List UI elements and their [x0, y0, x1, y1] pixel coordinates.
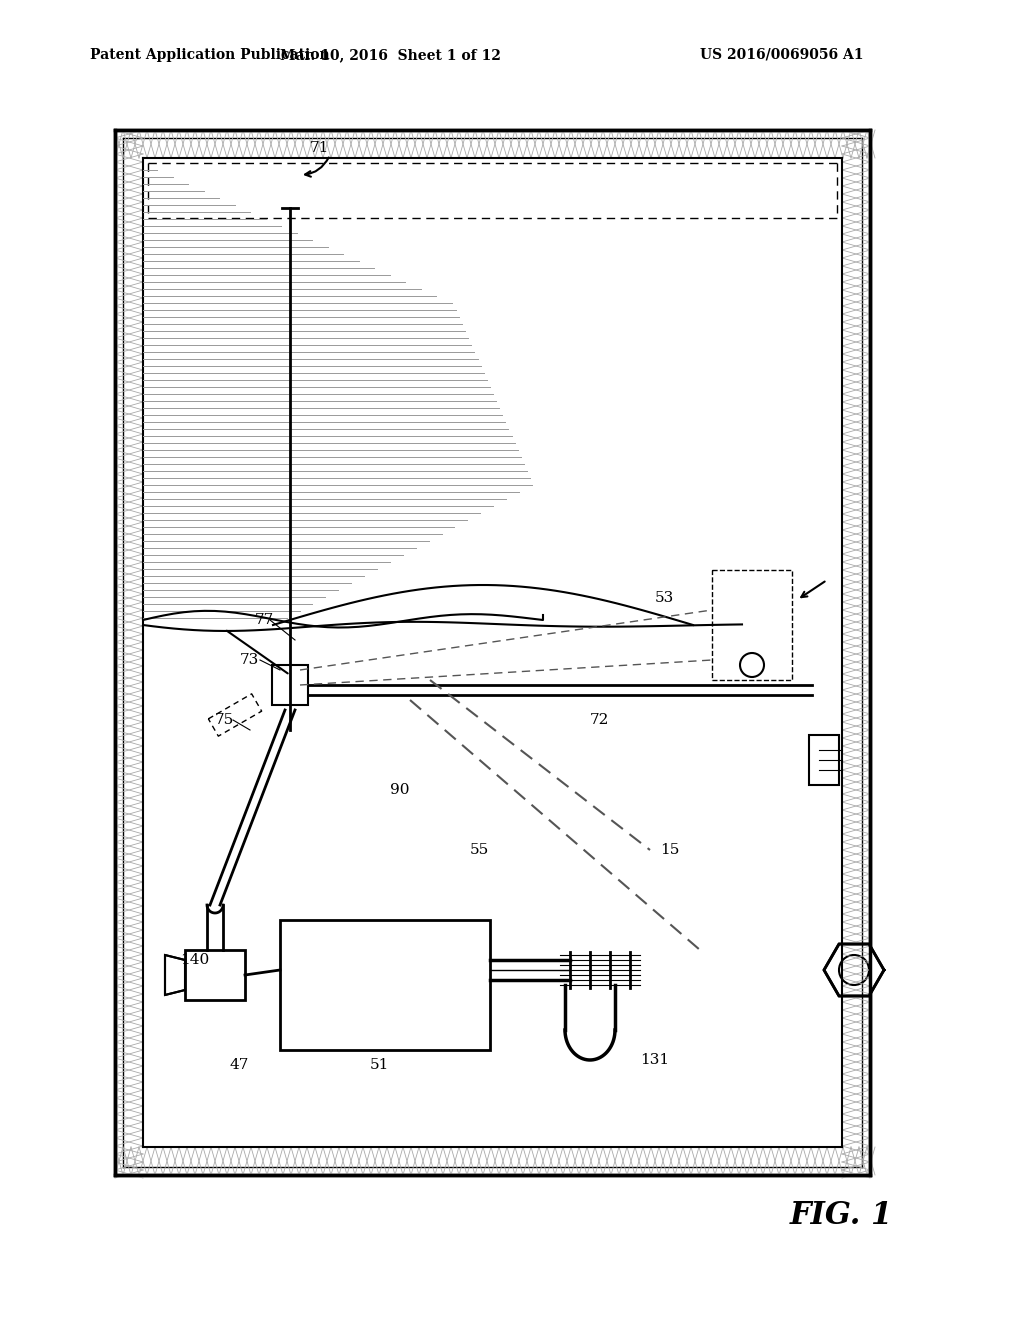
Text: 140: 140 — [180, 953, 209, 968]
Text: 47: 47 — [230, 1059, 250, 1072]
Bar — [115, 129, 870, 1175]
Text: 77: 77 — [255, 612, 274, 627]
Text: Mar. 10, 2016  Sheet 1 of 12: Mar. 10, 2016 Sheet 1 of 12 — [280, 48, 501, 62]
Text: US 2016/0069056 A1: US 2016/0069056 A1 — [700, 48, 863, 62]
Bar — [272, 665, 308, 705]
Polygon shape — [824, 944, 884, 997]
Bar — [712, 570, 792, 680]
Text: Patent Application Publication: Patent Application Publication — [90, 48, 330, 62]
Text: 73: 73 — [240, 653, 259, 667]
Polygon shape — [165, 954, 185, 995]
Text: FIG. 1: FIG. 1 — [790, 1200, 893, 1230]
Text: 15: 15 — [660, 843, 679, 857]
Bar — [185, 950, 245, 1001]
Text: 72: 72 — [590, 713, 609, 727]
Text: 75: 75 — [215, 713, 234, 727]
Text: 53: 53 — [655, 591, 674, 605]
Text: 55: 55 — [470, 843, 489, 857]
Text: 90: 90 — [390, 783, 410, 797]
Bar — [809, 735, 839, 785]
Text: 71: 71 — [310, 141, 330, 154]
Text: 51: 51 — [370, 1059, 389, 1072]
Text: 131: 131 — [640, 1053, 669, 1067]
Bar — [280, 920, 490, 1049]
